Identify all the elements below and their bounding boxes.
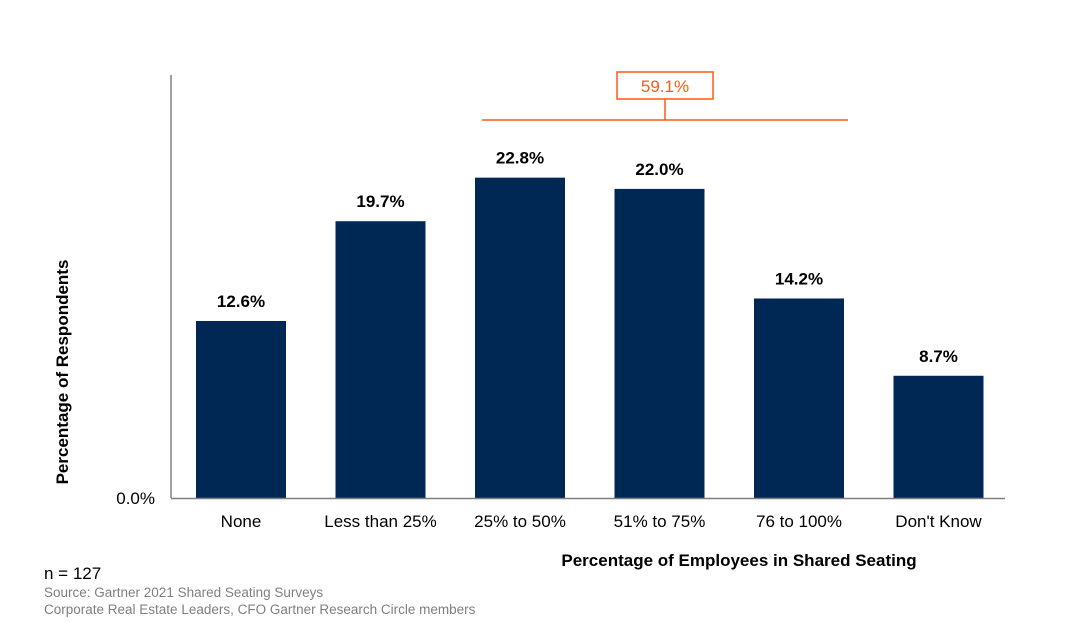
bar-value-label: 22.0% (635, 160, 683, 179)
category-label: 51% to 75% (614, 512, 706, 531)
category-label: 76 to 100% (756, 512, 842, 531)
bar-value-label: 22.8% (496, 149, 544, 168)
bar (335, 221, 426, 498)
bar-value-label: 12.6% (217, 292, 265, 311)
annotation-box (616, 71, 714, 100)
category-labels-group: None Less than 25% 25% to 50% 51% to 75% 76 … (221, 512, 983, 531)
y-axis-title: Percentage of Respondents (53, 260, 72, 485)
bar (614, 188, 705, 498)
bar-value-label: 8.7% (919, 347, 958, 366)
category-label: Don't Know (895, 512, 982, 531)
x-axis-title: Percentage of Employees in Shared Seatin… (561, 551, 916, 570)
category-label: None (221, 512, 262, 531)
respondents-note: Corporate Real Estate Leaders, CFO Gartn… (44, 602, 476, 617)
category-label: Less than 25% (324, 512, 436, 531)
value-labels-group: 12.6% 19.7% 22.8% 22.0% 14.2% 8.7% (217, 149, 958, 366)
y-tick-label: 0.0% (116, 489, 155, 508)
bar (754, 298, 844, 498)
bar-value-label: 14.2% (775, 269, 823, 288)
bar (196, 320, 286, 498)
bar-value-label: 19.7% (356, 192, 404, 211)
sample-size: n = 127 (44, 564, 101, 583)
bars-group (196, 177, 984, 498)
bar (475, 177, 565, 498)
annotation-label: 59.1% (641, 77, 689, 96)
annotation-bracket: 59.1% (482, 71, 848, 121)
category-label: 25% to 50% (474, 512, 566, 531)
bar (893, 375, 984, 498)
source-note: Source: Gartner 2021 Shared Seating Surv… (44, 585, 323, 600)
